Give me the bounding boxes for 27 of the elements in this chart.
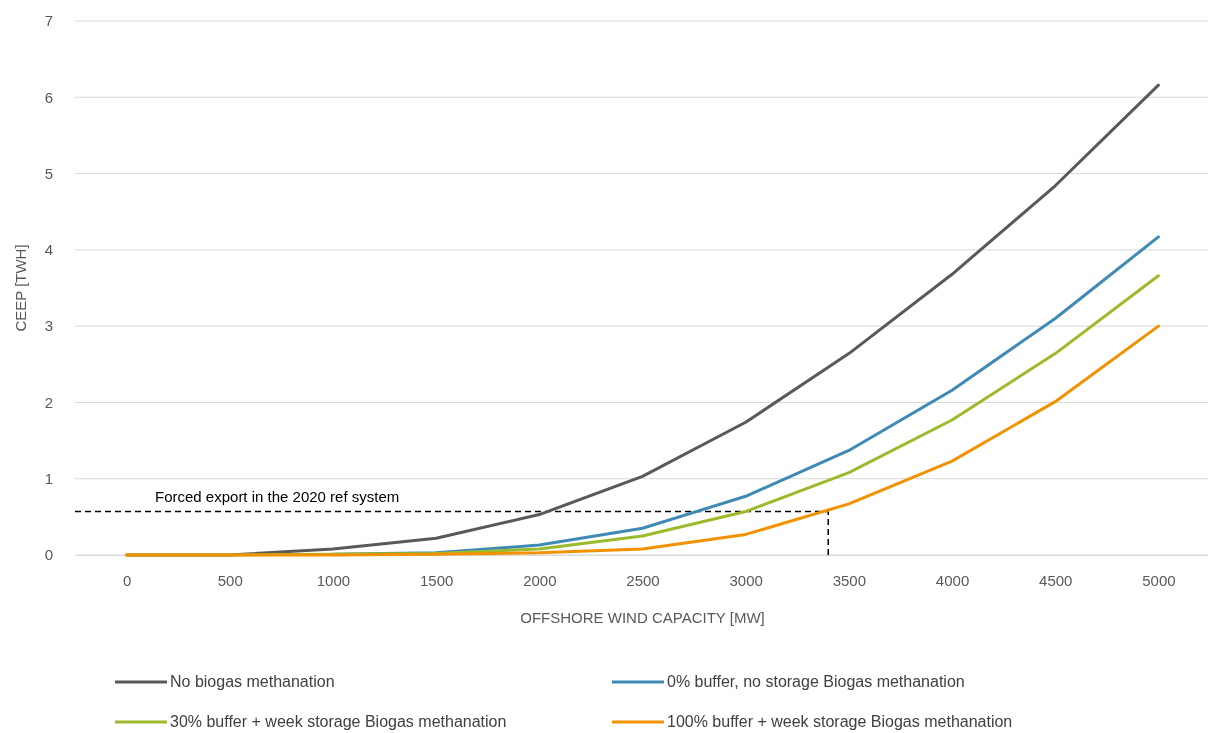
x-tick-label: 3000: [729, 571, 763, 589]
x-axis-title: OFFSHORE WIND CAPACITY [MW]: [520, 609, 765, 626]
y-tick-label: 3: [44, 317, 53, 335]
legend-label: 100% buffer + week storage Biogas methanation: [667, 713, 1013, 730]
ref-line-label: Forced export in the 2020 ref system: [155, 487, 400, 505]
line-series: [125, 324, 1160, 557]
x-tick-label: 2000: [523, 571, 557, 589]
x-tick-label: 4000: [935, 571, 970, 589]
legend-label: 30% buffer + week storage Biogas methanation: [170, 713, 507, 730]
legend-label: 0% buffer, no storage Biogas methanation: [667, 673, 965, 690]
legend-label: No biogas methanation: [170, 673, 335, 690]
x-tick-label: 4500: [1039, 571, 1073, 589]
x-tick-label: 1500: [419, 571, 454, 589]
x-tick-label: 1000: [316, 571, 351, 589]
y-tick-label: 7: [44, 12, 53, 30]
x-tick-label: 0: [122, 571, 132, 589]
y-tick-label: 0: [44, 546, 53, 564]
y-tick-label: 4: [44, 241, 53, 259]
y-tick-label: 2: [44, 393, 53, 411]
x-tick-label: 3500: [832, 571, 867, 589]
y-tick-label: 5: [44, 164, 53, 182]
x-tick-label: 5000: [1142, 571, 1176, 589]
x-tick-label: 500: [217, 571, 243, 589]
y-tick-label: 1: [44, 470, 53, 488]
x-tick-label: 2500: [626, 571, 660, 589]
y-tick-label: 6: [44, 88, 53, 106]
y-axis-title: CEEP [TWH]: [12, 244, 29, 332]
